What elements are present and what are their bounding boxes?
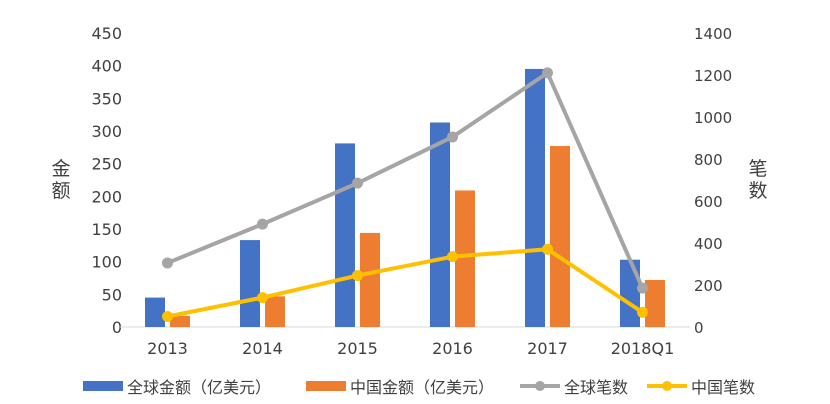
y-tick-label-left: 100	[91, 253, 122, 272]
y-axis-label-left: 金额	[51, 158, 71, 202]
y-tick-label-right: 400	[694, 235, 723, 253]
legend-label: 全球金额（亿美元）	[127, 378, 271, 397]
y-tick-label-left: 0	[112, 318, 122, 337]
x-tick-label: 2013	[147, 339, 188, 358]
y-tick-label-right: 1200	[694, 67, 732, 85]
bar-series-0-2018Q1	[620, 259, 640, 327]
bar-series-1-2015	[360, 232, 380, 327]
point-series-3-2018Q1	[637, 306, 648, 318]
x-tick-label: 2018Q1	[611, 339, 675, 358]
y-tick-label-right: 200	[694, 277, 723, 295]
bar-series-1-2016	[455, 190, 475, 327]
y-tick-label-left: 450	[91, 24, 122, 43]
x-tick-label: 2014	[242, 339, 283, 358]
y-tick-label-right: 800	[694, 151, 723, 169]
line-series-3	[167, 247, 644, 319]
point-series-3-2013	[162, 311, 173, 322]
point-series-3-2015	[352, 270, 363, 282]
legend-swatch-marker	[535, 381, 545, 391]
y-tick-label-left: 400	[91, 57, 122, 76]
y-tick-label-right: 1400	[694, 25, 732, 43]
legend: 全球金额（亿美元） 中国金额（亿美元） 全球笔数 中国笔数	[83, 378, 755, 397]
bar-series-0-2013	[145, 297, 165, 327]
line-series-2	[166, 70, 645, 289]
legend-swatch	[83, 381, 123, 391]
bar-series-0-2017	[525, 68, 545, 327]
x-tick-label: 2017	[527, 339, 568, 358]
y-tick-label-right: 600	[694, 193, 723, 211]
bar-series-1-2017	[550, 146, 570, 327]
point-series-2-2016	[447, 131, 458, 143]
y-tick-label-left: 300	[91, 122, 122, 141]
legend-swatch-marker	[662, 381, 672, 391]
series-lines	[162, 67, 648, 322]
bar-series-1-2018Q1	[645, 279, 665, 327]
point-series-2-2018Q1	[637, 282, 648, 294]
point-series-3-2016	[447, 251, 458, 263]
legend-label: 全球笔数	[564, 378, 628, 397]
y-tick-label-right: 1000	[694, 109, 732, 127]
bar-series-0-2016	[430, 122, 450, 327]
y-tick-label-left: 50	[102, 285, 122, 304]
x-tick-label: 2016	[432, 339, 473, 358]
legend-label: 中国笔数	[691, 378, 755, 397]
bar-series-1-2013	[170, 315, 190, 327]
y-tick-label-left: 350	[91, 89, 122, 108]
point-series-2-2014	[257, 218, 268, 230]
bar-series-0-2014	[240, 240, 260, 327]
bars	[145, 68, 665, 327]
y-tick-label-left: 250	[91, 155, 122, 174]
y-tick-label-right: 0	[694, 319, 704, 337]
point-series-2-2017	[542, 67, 553, 79]
y-axis-right: 0 200 400 600 800 1000 1200 1400	[694, 25, 732, 337]
bar-series-0-2015	[335, 143, 355, 327]
point-series-2-2015	[352, 177, 363, 189]
bar-series-1-2014	[265, 296, 285, 327]
x-axis: 2013 2014 2015 2016 2017 2018Q1	[147, 339, 674, 358]
legend-label: 中国金额（亿美元）	[350, 378, 494, 397]
x-tick-label: 2015	[337, 339, 378, 358]
y-tick-label-left: 200	[91, 187, 122, 206]
point-series-3-2017	[542, 243, 553, 255]
point-series-2-2013	[162, 257, 173, 269]
legend-swatch	[306, 381, 346, 391]
y-axis-label-right: 笔数	[748, 158, 768, 202]
point-series-3-2014	[257, 292, 268, 304]
y-axis-left: 0 50 100 150 200 250 300 350 400 450	[91, 24, 122, 337]
y-tick-label-left: 150	[91, 220, 122, 239]
